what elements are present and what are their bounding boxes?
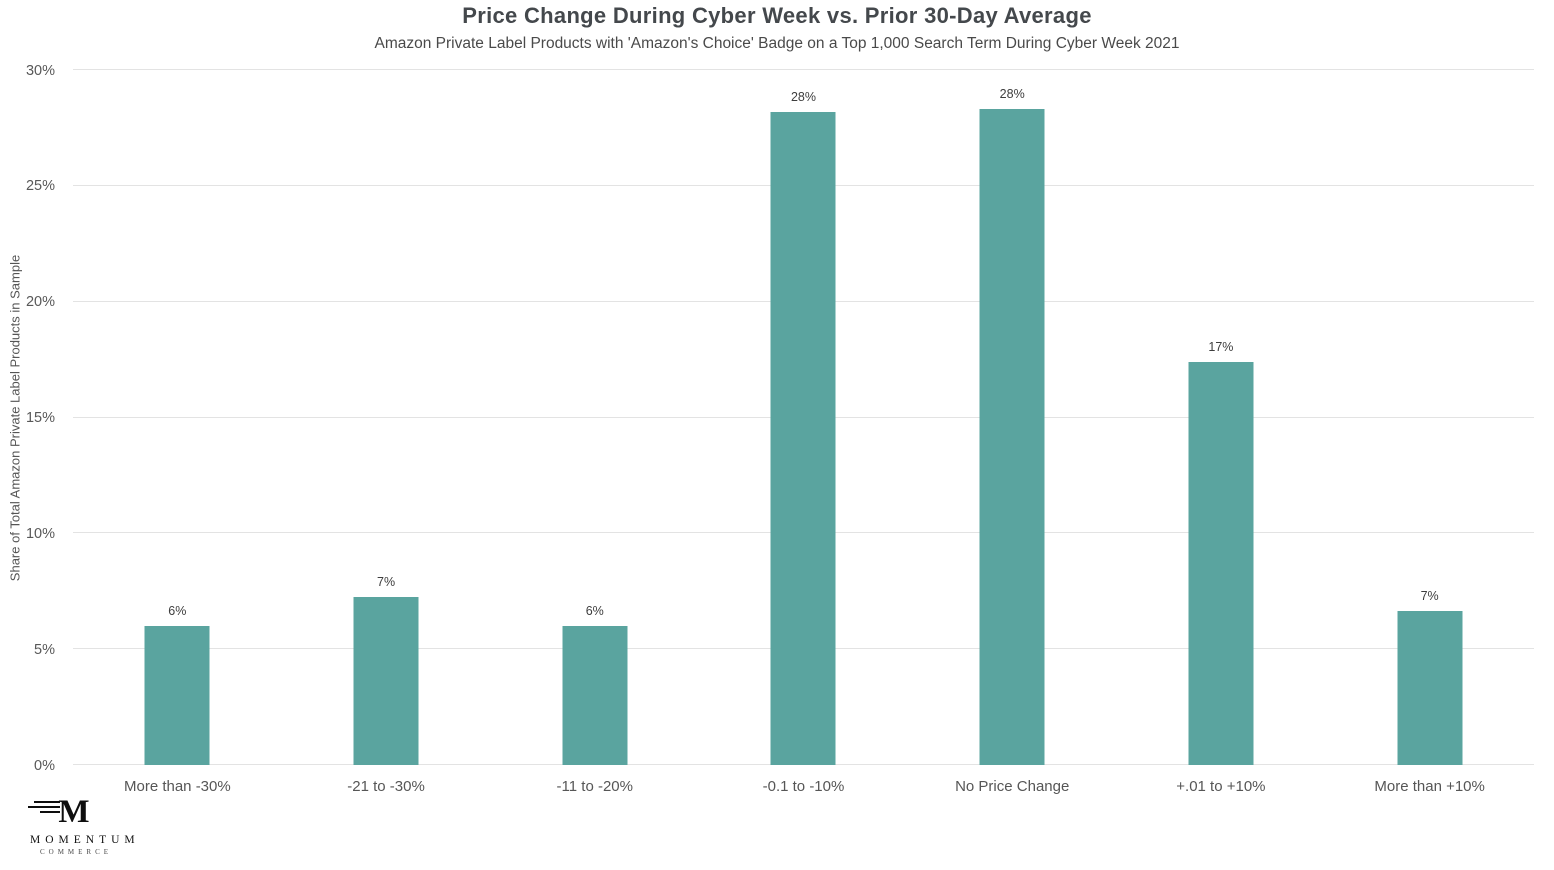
bar-value-label: 6% — [585, 604, 604, 618]
x-tick-label: More than -30% — [123, 778, 231, 795]
logo-tagline: COMMERCE — [39, 848, 113, 856]
category-slot: 17% +.01 to +10% — [1117, 70, 1326, 795]
bar — [1188, 361, 1254, 765]
bar-value-label: 28% — [790, 89, 816, 104]
bar-value-label: 7% — [377, 575, 396, 590]
category-slot: 6% -11 to -20% — [490, 70, 699, 795]
category-slot: 28% -0.1 to -10% — [699, 70, 908, 795]
bar-value-label: 6% — [168, 604, 187, 618]
y-tick-label: 10% — [25, 525, 55, 542]
y-tick-label: 25% — [25, 178, 55, 195]
bar — [353, 597, 419, 765]
bar-value-label: 7% — [1420, 588, 1439, 603]
x-tick-label: More than +10% — [1374, 778, 1485, 795]
y-tick-label: 30% — [25, 62, 55, 79]
y-tick-label: 0% — [34, 757, 55, 774]
x-tick-label: -21 to -30% — [347, 778, 425, 795]
logo-name: MOMENTUM — [30, 834, 140, 846]
momentum-logo: M MOMENTUM COMMERCE — [26, 794, 140, 856]
x-tick-label: No Price Change — [955, 778, 1070, 795]
y-tick-label: 20% — [25, 294, 55, 311]
bar-value-label: 28% — [999, 87, 1025, 102]
plot-area: 0% 5% 10% 15% 20% 25% 30% 6% More than -30% 7% -21… — [26, 63, 1534, 795]
chart-title: Price Change During Cyber Week vs. Prior… — [462, 3, 1092, 28]
bar — [770, 111, 836, 765]
logo-monogram: M — [26, 794, 122, 832]
y-tick-label: 15% — [25, 410, 55, 426]
category-slot: 7% More than +10% — [1325, 70, 1534, 795]
y-tick-label: 5% — [34, 641, 55, 658]
category-slot: 6% More than -30% — [73, 70, 282, 795]
logo-m-letter: M — [58, 794, 90, 830]
bar — [144, 626, 210, 765]
x-tick-label: -0.1 to -10% — [762, 778, 845, 795]
category-slot: 28% No Price Change — [908, 70, 1117, 795]
x-tick-label: +.01 to +10% — [1176, 778, 1266, 795]
gridline — [73, 69, 1534, 70]
x-tick-label: -11 to -20% — [556, 778, 633, 795]
chart-subtitle: Amazon Private Label Products with 'Amaz… — [374, 35, 1180, 52]
category-slot: 7% -21 to -30% — [282, 70, 491, 795]
bar — [1397, 610, 1463, 765]
logo-speed-lines-icon — [28, 801, 60, 817]
bar — [979, 109, 1045, 765]
bar — [562, 626, 628, 765]
bar-value-label: 17% — [1208, 339, 1234, 354]
